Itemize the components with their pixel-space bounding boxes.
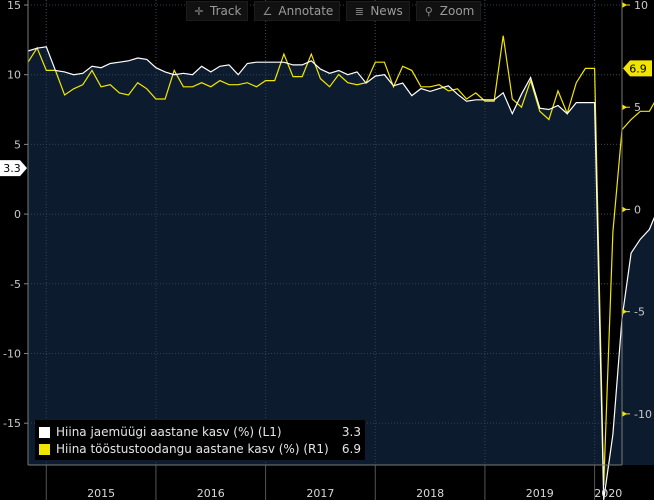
right-last-value-tag xyxy=(623,60,652,77)
right-tick-label: 10 xyxy=(634,0,648,12)
x-tick-label: 2015 xyxy=(87,487,115,500)
legend-value-retail: 3.3 xyxy=(341,425,361,439)
x-tick-label: 2018 xyxy=(416,487,444,500)
legend-value-industrial: 6.9 xyxy=(341,442,361,456)
legend-label-retail: Hiina jaemüügi aastane kasv (%) (L1) xyxy=(56,425,282,439)
x-tick-label: 2020 xyxy=(594,487,622,500)
annotate-label: Annotate xyxy=(278,4,334,18)
area-layer xyxy=(28,0,654,500)
zoom-label: Zoom xyxy=(439,4,475,18)
zoom-button[interactable]: ⚲ Zoom xyxy=(415,1,482,21)
magnifier-icon: ⚲ xyxy=(424,4,433,18)
crosshair-icon: ✛ xyxy=(194,4,204,18)
left-last-value-tag xyxy=(0,160,27,177)
chart-toolbar: ✛ Track ∠ Annotate ≣ News ⚲ Zoom xyxy=(186,1,482,21)
industrial-production-line xyxy=(27,35,654,486)
left-tick-label: 0 xyxy=(14,208,21,221)
pencil-icon: ∠ xyxy=(262,4,273,18)
series-lines xyxy=(27,35,654,500)
right-tick-label: 0 xyxy=(634,203,641,216)
left-tick-label: -5 xyxy=(10,278,21,291)
right-tick-label: -5 xyxy=(634,306,645,319)
x-tick-label: 2019 xyxy=(526,487,554,500)
right-last-value-label: 6.9 xyxy=(629,62,647,75)
left-tick-label: 10 xyxy=(7,69,21,82)
left-tick-label: 5 xyxy=(14,138,21,151)
retail-sales-line xyxy=(27,46,654,500)
legend-swatch-retail xyxy=(39,426,50,438)
track-label: Track xyxy=(210,4,242,18)
left-last-value-label: 3.3 xyxy=(3,162,21,175)
annotate-button[interactable]: ∠ Annotate xyxy=(254,1,341,21)
x-tick-label: 2016 xyxy=(197,487,225,500)
left-tick-label: -15 xyxy=(3,417,21,430)
track-button[interactable]: ✛ Track xyxy=(186,1,249,21)
retail-area-fill xyxy=(28,46,654,500)
right-tick-label: 5 xyxy=(634,101,641,114)
legend-swatch-industrial xyxy=(39,443,50,455)
legend-item-industrial[interactable]: Hiina tööstustoodangu aastane kasv (%) (… xyxy=(39,441,361,457)
news-button[interactable]: ≣ News xyxy=(346,1,410,21)
left-tick-label: 15 xyxy=(7,0,21,12)
legend: Hiina jaemüügi aastane kasv (%) (L1) 3.3… xyxy=(35,420,365,460)
news-label: News xyxy=(370,4,403,18)
right-tick-label: -10 xyxy=(634,408,652,421)
x-tick-label: 2017 xyxy=(306,487,334,500)
legend-item-retail[interactable]: Hiina jaemüügi aastane kasv (%) (L1) 3.3 xyxy=(39,424,361,440)
legend-label-industrial: Hiina tööstustoodangu aastane kasv (%) (… xyxy=(56,442,329,456)
list-icon: ≣ xyxy=(354,4,364,18)
left-tick-label: -10 xyxy=(3,347,21,360)
